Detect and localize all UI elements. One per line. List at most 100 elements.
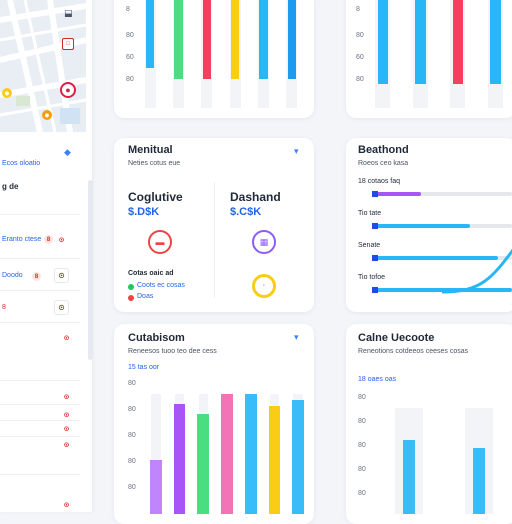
divider — [0, 380, 80, 381]
alert-icon[interactable]: ⊙ — [63, 441, 70, 449]
progress-label: Senate — [358, 242, 381, 249]
axis-tick: 8 — [126, 6, 130, 13]
chart-bar[interactable] — [221, 394, 233, 514]
progress-marker — [372, 223, 378, 229]
progress-label: Tio tate — [358, 210, 382, 217]
chart-bar[interactable] — [173, 403, 186, 514]
y-axis: 80 80 80 80 80 — [128, 380, 144, 510]
badge-icon: 8 — [44, 235, 53, 244]
chart-bar[interactable] — [268, 406, 281, 514]
list-item[interactable]: Eranto ctese — [2, 236, 42, 243]
chart-bar[interactable] — [145, 0, 155, 68]
alert-icon[interactable]: ⊙ — [63, 425, 70, 433]
axis-label: 18 oaes oas — [358, 376, 397, 383]
axis-label: 15 tas oor — [128, 364, 160, 371]
progress-label: Tio tofoe — [358, 274, 385, 281]
divider — [0, 258, 80, 259]
card-divider — [214, 182, 215, 298]
divider — [0, 404, 80, 405]
axis-tick: 80 — [128, 458, 136, 465]
plot-area — [136, 0, 306, 108]
axis-tick: 80 — [358, 442, 366, 449]
card-title: Cutabisom — [128, 332, 185, 344]
progress-marker — [372, 255, 378, 261]
alert-icon[interactable]: ⊙ — [54, 268, 69, 283]
bottom-left-chart-card: Cutabisom Reneesos tuoo teo dee cess ▾ 1… — [114, 324, 314, 524]
sidebar-link[interactable]: Ecos oloatio — [2, 160, 41, 167]
chevron-down-icon[interactable]: ▾ — [294, 146, 299, 156]
progress-fill[interactable] — [372, 288, 512, 292]
legend-dot — [128, 295, 134, 301]
alert-icon[interactable]: ⊙ — [63, 411, 70, 419]
chart-bar[interactable] — [490, 0, 501, 85]
sidebar-label: g de — [2, 182, 19, 191]
divider — [0, 290, 80, 291]
divider — [0, 436, 80, 437]
chart-bar[interactable] — [292, 400, 305, 514]
map-marker-icon[interactable]: □ — [62, 38, 74, 50]
chevron-down-icon[interactable]: ▾ — [294, 332, 299, 342]
alert-icon[interactable]: ⊙ — [63, 393, 70, 401]
map-control-icon[interactable]: ⬓ — [64, 8, 73, 18]
divider — [0, 420, 80, 421]
progress-list: 18 cotaos faq Tio tate Senate Tio tofoe — [358, 178, 512, 308]
alert-icon[interactable]: ⊙ — [54, 300, 69, 315]
progress-fill[interactable] — [372, 192, 421, 196]
plot-area — [364, 0, 512, 108]
chart-bar[interactable] — [415, 0, 426, 85]
ring-icon[interactable]: ◦ — [252, 274, 276, 298]
kpi-label: Dashand — [230, 190, 281, 204]
legend-text: Coots ec cosas — [137, 282, 185, 289]
axis-tick: 80 — [356, 32, 364, 39]
axis-tick: 80 — [356, 76, 364, 83]
card-subtitle: Reneotions cotdeeos ceeses cosas — [358, 348, 469, 355]
chart-bar[interactable] — [244, 394, 257, 514]
location-pin-icon[interactable]: ● — [60, 82, 76, 98]
alert-icon[interactable]: ⊙ — [63, 334, 70, 342]
chart-bar[interactable] — [149, 460, 162, 514]
location-pin-icon[interactable]: ● — [2, 88, 12, 98]
info-icon[interactable]: ⊙ — [58, 236, 65, 244]
chart-bar[interactable] — [452, 0, 463, 85]
y-axis: 80 80 80 80 80 — [358, 394, 374, 514]
grid-column — [151, 394, 161, 514]
axis-tick: 80 — [358, 418, 366, 425]
map-preview[interactable]: ● ● ● □ ⬓ — [0, 0, 87, 133]
chart-bar[interactable] — [377, 0, 388, 85]
top-left-chart-card: 8 80 60 80 — [114, 0, 314, 118]
kpi-value: $.D$K — [128, 206, 160, 218]
plot-area — [374, 408, 512, 514]
list-item[interactable]: Doodo — [2, 272, 23, 279]
axis-tick: 80 — [128, 406, 136, 413]
card-subtitle: Neties cotus eue — [128, 160, 181, 167]
chart-bar[interactable] — [259, 0, 268, 79]
axis-tick: 80 — [358, 490, 366, 497]
axis-tick: 80 — [128, 380, 136, 387]
grid-icon[interactable]: ▦ — [252, 230, 276, 254]
card-subtitle: Reneesos tuoo teo dee cess — [128, 348, 217, 355]
chart-bar[interactable] — [287, 0, 297, 79]
chart-bar[interactable] — [472, 448, 486, 514]
card-title: Calne Uecoote — [358, 332, 435, 344]
chart-bar[interactable] — [197, 414, 210, 514]
legend-title: Cotas oaic ad — [128, 270, 174, 277]
progress-fill[interactable] — [372, 224, 470, 228]
progress-marker — [372, 287, 378, 293]
progress-track — [372, 192, 512, 196]
record-icon[interactable]: ▬ — [148, 230, 172, 254]
chart-bar[interactable] — [174, 0, 183, 79]
location-pin-icon[interactable]: ● — [42, 110, 52, 120]
legend-dot — [128, 284, 134, 290]
list-item[interactable]: 8 — [2, 304, 6, 311]
divider — [0, 214, 80, 215]
chart-bar[interactable] — [402, 439, 416, 514]
chart-bar[interactable] — [230, 0, 240, 79]
alert-icon[interactable]: ⊙ — [63, 501, 70, 509]
progress-fill[interactable] — [372, 256, 498, 260]
chart-bar[interactable] — [202, 0, 212, 79]
sidebar-scrollbar[interactable] — [88, 180, 93, 360]
axis-tick: 60 — [356, 54, 364, 61]
bottom-right-chart-card: Calne Uecoote Reneotions cotdeeos ceeses… — [346, 324, 512, 524]
legend-text: Doas — [137, 293, 154, 300]
plot-area — [144, 394, 310, 514]
